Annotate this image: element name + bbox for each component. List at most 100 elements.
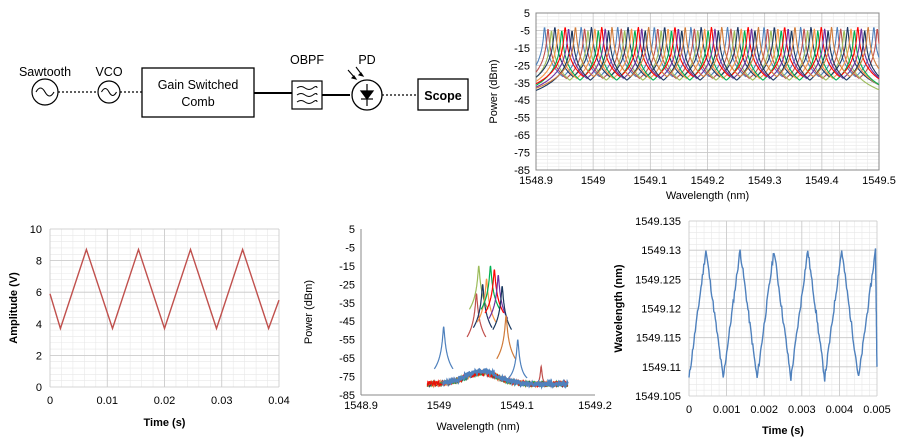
y-tick-label: 10 bbox=[30, 224, 42, 236]
y-axis-label: Wavelength (nm) bbox=[613, 264, 625, 353]
vco-label: VCO bbox=[95, 65, 122, 79]
y-tick-label: -75 bbox=[339, 372, 355, 384]
y-tick-label: 2 bbox=[36, 350, 42, 362]
filtered-peak bbox=[476, 278, 497, 323]
y-tick-label: -25 bbox=[339, 279, 355, 291]
y-tick-label: -15 bbox=[339, 261, 355, 273]
x-tick-label: 1549.4 bbox=[805, 175, 839, 187]
y-tick-label: 0 bbox=[36, 382, 42, 394]
y-tick-label: 1549.135 bbox=[635, 216, 681, 228]
y-tick-label: -45 bbox=[514, 95, 530, 107]
filtered-peak bbox=[433, 326, 454, 370]
x-axis-label: Time (s) bbox=[762, 425, 804, 437]
x-tick-label: 0.004 bbox=[826, 404, 854, 416]
x-tick-label: 0.03 bbox=[211, 395, 232, 407]
x-tick-label: 1549.2 bbox=[691, 175, 725, 187]
spectrum-series-1 bbox=[535, 26, 880, 78]
comb-label-line2: Comb bbox=[181, 95, 214, 109]
x-tick-label: 1549.3 bbox=[748, 175, 782, 187]
diode-symbol-icon bbox=[359, 84, 375, 106]
y-tick-label: 1549.12 bbox=[641, 304, 681, 316]
y-tick-label: 1549.125 bbox=[635, 274, 681, 286]
x-tick-label: 0.002 bbox=[750, 404, 778, 416]
y-tick-label: 5 bbox=[349, 224, 355, 236]
y-tick-label: 1549.115 bbox=[636, 333, 681, 345]
x-tick-label: 1549.5 bbox=[862, 175, 896, 187]
vco-sine-icon bbox=[101, 87, 117, 97]
y-tick-label: 4 bbox=[36, 319, 42, 331]
spectrum-series-8 bbox=[535, 28, 880, 88]
sawtooth-line bbox=[49, 247, 280, 331]
x-axis-label: Wavelength (nm) bbox=[436, 421, 519, 433]
y-tick-label: -45 bbox=[339, 316, 355, 328]
y-tick-label: -65 bbox=[514, 130, 530, 142]
spectrum-series-6 bbox=[535, 30, 880, 86]
x-tick-label: 1549.2 bbox=[578, 400, 612, 412]
y-tick-label: -55 bbox=[514, 113, 530, 125]
y-axis-label: Power (dBm) bbox=[303, 280, 315, 344]
spectrum-series-7 bbox=[535, 26, 880, 85]
x-tick-label: 0.02 bbox=[154, 395, 175, 407]
y-tick-label: -75 bbox=[514, 148, 530, 160]
y-tick-label: -85 bbox=[339, 390, 355, 402]
comb-label-line1: Gain Switched bbox=[158, 78, 239, 92]
sawtooth-label: Sawtooth bbox=[19, 65, 71, 79]
wavelength-line bbox=[688, 248, 878, 382]
setup-block-diagram: Sawtooth VCO Gain Switched Comb OBPF PD bbox=[19, 53, 469, 118]
noise-floor-main bbox=[442, 367, 569, 390]
x-tick-label: 1548.9 bbox=[519, 175, 553, 187]
y-tick-label: -25 bbox=[514, 60, 530, 72]
x-tick-label: 1548.9 bbox=[344, 400, 378, 412]
filter-waves-icon bbox=[296, 86, 318, 104]
x-tick-label: 0.01 bbox=[97, 395, 118, 407]
x-axis-label: Wavelength (nm) bbox=[666, 190, 749, 202]
y-axis-label: Power (dBm) bbox=[488, 59, 500, 123]
y-tick-label: -85 bbox=[514, 165, 530, 177]
spectrum-series-10 bbox=[535, 26, 880, 89]
scope-label: Scope bbox=[424, 89, 462, 103]
light-arrows-icon bbox=[347, 66, 365, 80]
y-tick-label: -5 bbox=[345, 242, 355, 254]
filtered-peak bbox=[480, 265, 501, 310]
obpf-label: OBPF bbox=[290, 53, 324, 67]
filtered-peak bbox=[496, 315, 516, 360]
sawtooth-chart: 0 0.01 0.02 0.03 0.04 0 2 4 6 8 10 Time (s) Amplitud… bbox=[8, 224, 290, 429]
pd-label: PD bbox=[358, 53, 375, 67]
plot-frame bbox=[535, 12, 880, 171]
x-tick-label: 1549.1 bbox=[500, 400, 534, 412]
x-tick-label: 0.001 bbox=[713, 404, 741, 416]
y-tick-label: 5 bbox=[524, 8, 530, 20]
y-tick-label: -65 bbox=[339, 353, 355, 365]
y-axis-label: Amplitude (V) bbox=[8, 272, 20, 344]
filtered-peak bbox=[466, 293, 487, 338]
filtered-peak bbox=[492, 286, 513, 330]
y-tick-label: 1549.13 bbox=[641, 245, 681, 257]
filtered-peak bbox=[472, 284, 493, 329]
filtered-peak bbox=[508, 339, 528, 379]
x-tick-label: 1549 bbox=[427, 400, 451, 412]
comb-spectra-chart: 1548.9 1549 1549.1 1549.2 1549.3 1549.4 1549.5… bbox=[488, 8, 896, 202]
y-tick-label: 1549.105 bbox=[635, 391, 681, 403]
wavelength-time-chart: 0 0.001 0.002 0.003 0.004 0.005 1549.135 1549.1… bbox=[613, 216, 891, 437]
x-tick-label: 0 bbox=[686, 404, 692, 416]
x-tick-label: 0.04 bbox=[268, 395, 289, 407]
sine-wave-icon bbox=[35, 87, 55, 97]
x-tick-label: 0.005 bbox=[863, 404, 891, 416]
y-tick-label: 6 bbox=[36, 287, 42, 299]
y-tick-label: -35 bbox=[339, 298, 355, 310]
x-tick-label: 0 bbox=[47, 395, 53, 407]
x-tick-label: 0.003 bbox=[788, 404, 816, 416]
y-tick-label: -55 bbox=[339, 335, 355, 347]
x-axis-label: Time (s) bbox=[144, 417, 186, 429]
y-tick-label: -5 bbox=[520, 25, 530, 37]
filtered-peak bbox=[488, 274, 509, 319]
scope-block bbox=[417, 78, 469, 111]
x-tick-label: 1549 bbox=[581, 175, 605, 187]
gain-switched-comb-block bbox=[141, 67, 255, 118]
y-tick-label: -15 bbox=[514, 43, 530, 55]
y-tick-label: -35 bbox=[514, 78, 530, 90]
x-tick-label: 1549.1 bbox=[634, 175, 668, 187]
y-tick-label: 1549.11 bbox=[642, 362, 681, 374]
y-tick-label: 8 bbox=[36, 256, 42, 268]
